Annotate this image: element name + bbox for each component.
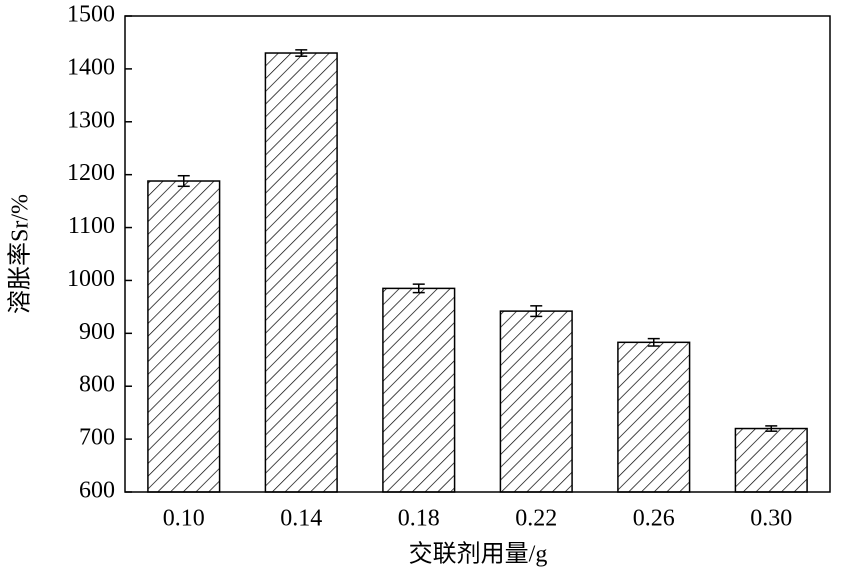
error-bar: [177, 174, 190, 188]
y-tick-label: 800: [79, 372, 115, 398]
y-tick-label: 1500: [67, 2, 115, 28]
x-tick-label: 0.26: [633, 506, 675, 532]
y-tick-label: 1200: [67, 160, 115, 186]
bar: [734, 427, 808, 493]
y-tick-label: 600: [79, 478, 115, 504]
error-bar: [530, 305, 543, 318]
x-tick-label: 0.18: [398, 506, 440, 532]
plot-frame: [124, 15, 831, 493]
x-axis-label: 交联剂用量/g: [409, 541, 548, 568]
y-tick-label: 900: [79, 319, 115, 345]
bar: [499, 310, 573, 493]
x-tick-label: 0.14: [280, 506, 322, 532]
y-tick-label: 1300: [67, 107, 115, 133]
y-tick-label: 700: [79, 425, 115, 451]
y-axis-label: 溶胀率Sr/%: [7, 194, 34, 314]
error-bar: [412, 283, 425, 294]
y-tick-label: 1400: [67, 54, 115, 80]
error-bar: [295, 49, 308, 57]
error-bar: [765, 425, 778, 432]
error-bar: [647, 337, 660, 347]
x-tick-label: 0.10: [163, 506, 205, 532]
bar: [617, 341, 691, 493]
bar: [147, 180, 221, 493]
x-tick-label: 0.22: [515, 506, 557, 532]
x-tick-label: 0.30: [750, 506, 792, 532]
bar: [264, 52, 338, 493]
y-tick-label: 1000: [67, 266, 115, 292]
y-tick-label: 1100: [68, 213, 115, 239]
bar: [382, 287, 456, 493]
